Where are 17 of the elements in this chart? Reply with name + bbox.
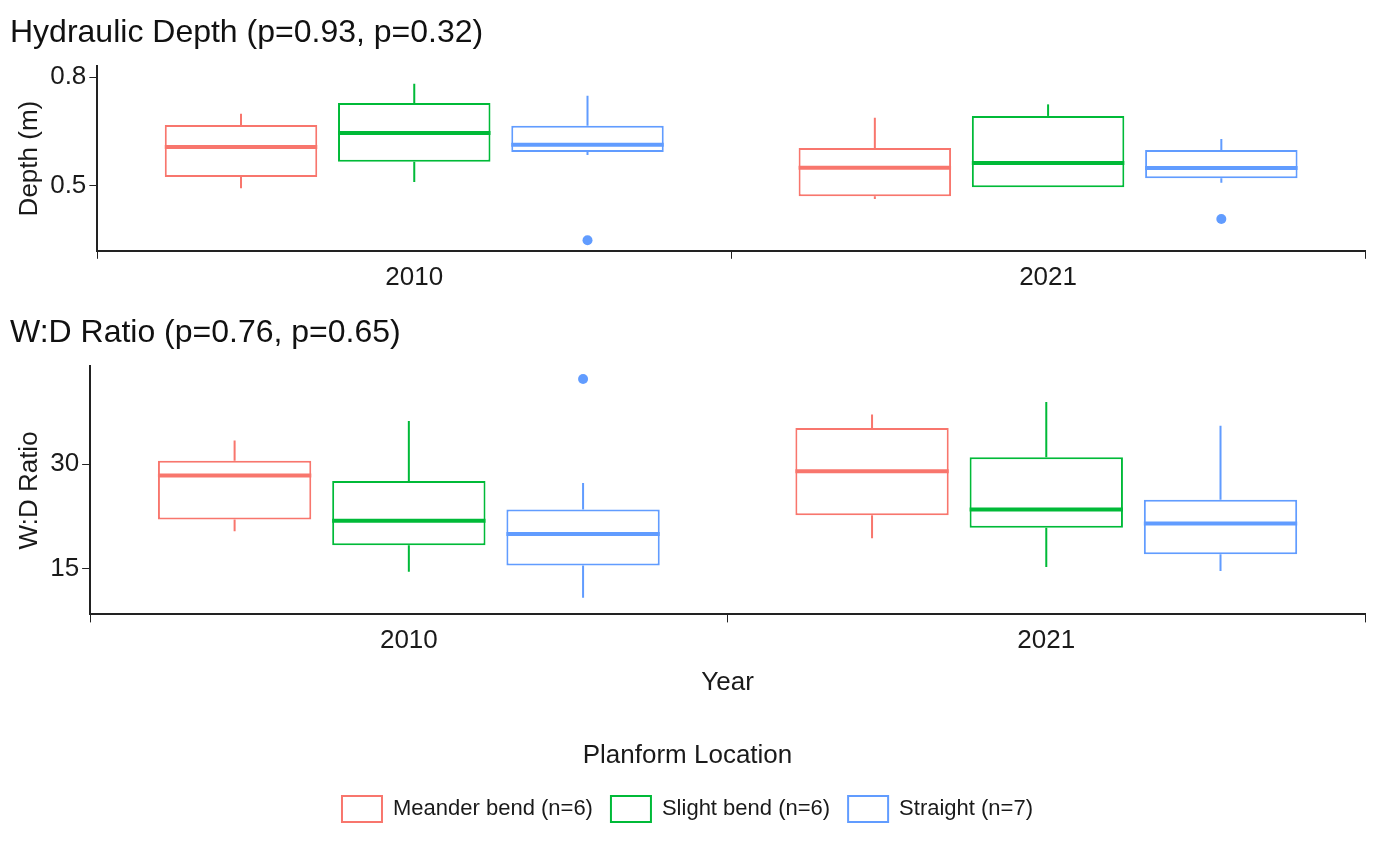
x-tick-label: 2010: [385, 260, 444, 291]
x-tick-label: 2010: [379, 624, 438, 655]
chart-title: Hydraulic Depth (p=0.93, p=0.32): [10, 13, 484, 50]
y-axis-title: Depth (m): [12, 100, 43, 217]
legend-title: Planform Location: [582, 738, 793, 769]
legend-label: Meander bend (n=6): [392, 795, 593, 821]
y-axis-title: W:D Ratio: [12, 431, 43, 550]
y-tick-label: 0.8: [50, 60, 87, 91]
chart-title: W:D Ratio (p=0.76, p=0.65): [10, 313, 401, 350]
x-tick-label: 2021: [1017, 624, 1076, 655]
legend-label: Straight (n=7): [899, 795, 1034, 821]
y-tick-label: 15: [50, 552, 80, 583]
x-tick-label: 2021: [1019, 260, 1078, 291]
legend-label: Slight bend (n=6): [661, 795, 831, 821]
y-tick-label: 30: [50, 447, 80, 478]
y-tick-label: 0.5: [50, 168, 87, 199]
x-axis-title: Year: [701, 666, 755, 697]
